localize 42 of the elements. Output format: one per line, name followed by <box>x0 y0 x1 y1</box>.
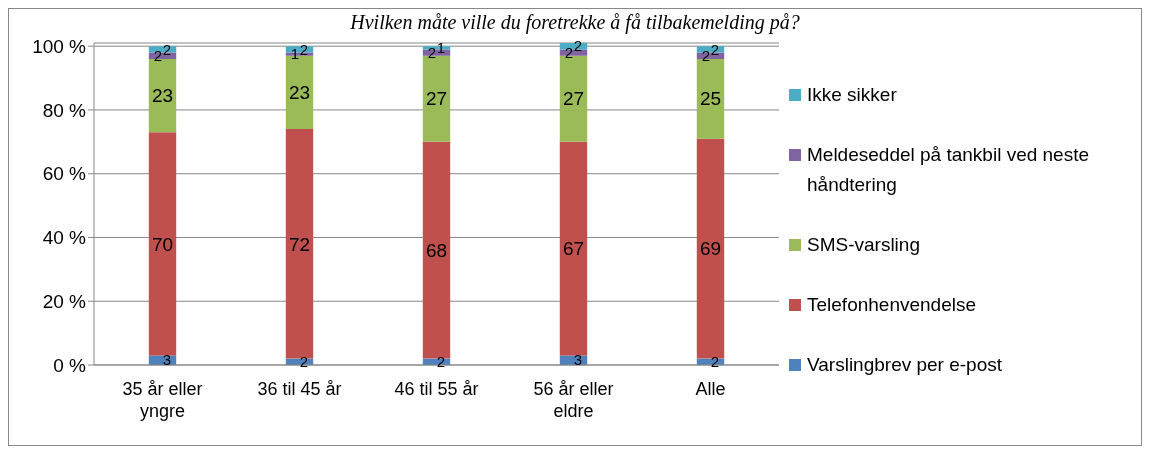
legend-label: Meldeseddel på tankbil ved neste håndtering <box>807 143 1091 197</box>
legend-label: SMS-varsling <box>807 233 920 257</box>
data-label: 27 <box>425 88 448 110</box>
bar <box>559 141 588 356</box>
y-tick-label: 40 % <box>42 227 87 249</box>
data-label: 67 <box>562 238 585 260</box>
data-label: 72 <box>288 233 311 255</box>
data-label: 3 <box>573 351 583 369</box>
data-label: 23 <box>288 82 311 104</box>
x-tick-label: Alle <box>695 379 726 399</box>
y-tick-label: 0 % <box>53 354 87 376</box>
data-label: 2 <box>153 47 163 64</box>
bar <box>148 132 177 356</box>
data-label: 2 <box>701 47 711 64</box>
data-label: 2 <box>427 43 437 61</box>
data-label: 2 <box>564 43 574 61</box>
y-tick-label: 80 % <box>42 99 87 121</box>
legend-label: Telefonhenvendelse <box>807 293 977 317</box>
bar <box>285 129 314 359</box>
bar <box>696 138 725 359</box>
data-label: 25 <box>699 88 722 110</box>
data-label: 1 <box>290 45 300 63</box>
x-tick-label: 56 år eller eldre <box>533 379 614 421</box>
y-tick-label: 60 % <box>42 163 87 185</box>
y-tick-label: 100 % <box>32 35 87 57</box>
bar <box>422 141 451 359</box>
x-tick-label: 35 år eller yngre <box>122 379 203 421</box>
data-label: 2 <box>299 40 309 58</box>
x-tick-label: 36 til 45 år <box>257 379 342 399</box>
data-label: 3 <box>162 351 172 369</box>
data-label: 23 <box>151 85 174 107</box>
data-label: 70 <box>151 233 174 255</box>
data-label: 68 <box>425 239 448 261</box>
chart-title: Hvilken måte ville du foretrekke å få tilbakemelding på? <box>349 10 801 35</box>
y-tick-label: 20 % <box>42 290 87 312</box>
data-label: 2 <box>710 40 720 58</box>
x-tick-label: 46 til 55 år <box>394 379 479 399</box>
data-label: 27 <box>562 88 585 110</box>
data-label: 69 <box>699 238 722 260</box>
legend-label: Ikke sikker <box>807 83 897 107</box>
legend-label: Varslingbrev per e-post <box>807 353 1003 377</box>
data-label: 2 <box>162 40 172 58</box>
